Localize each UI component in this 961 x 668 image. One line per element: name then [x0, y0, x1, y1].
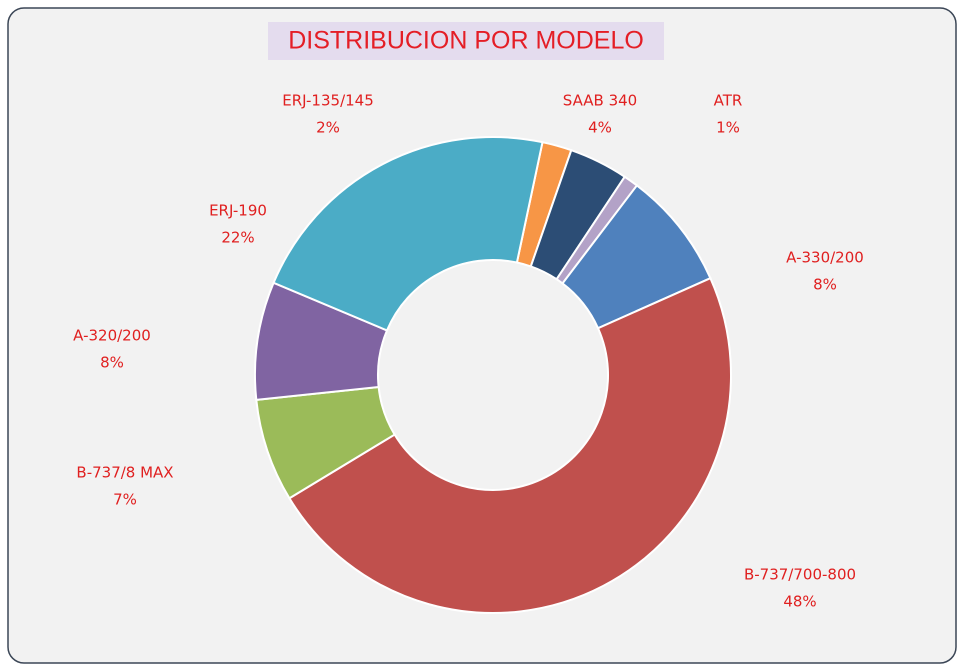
donut-slice [272, 136, 544, 332]
slice-label-name: A-330/200 [786, 249, 864, 267]
slice-label-name: SAAB 340 [563, 92, 637, 110]
slice-label-value: 7% [113, 491, 137, 509]
slice-label-value: 48% [783, 593, 816, 611]
slice-label-name: A-320/200 [73, 327, 151, 345]
chart-frame [7, 7, 957, 664]
title-box [268, 22, 664, 60]
slice-label-value: 4% [588, 119, 612, 137]
slice-label-value: 8% [813, 276, 837, 294]
slice-label-name: B-737/8 MAX [76, 464, 173, 482]
donut-slice [288, 276, 732, 614]
slice-label-name: ATR [714, 92, 743, 110]
slice-label-value: 22% [221, 229, 254, 247]
chart-title: DISTRIBUCION POR MODELO [288, 27, 644, 55]
slice-label-name: ERJ-135/145 [282, 92, 374, 110]
slice-label-value: 2% [316, 119, 340, 137]
slice-label-value: 8% [100, 354, 124, 372]
slice-label-value: 1% [716, 119, 740, 137]
slice-label-name: ERJ-190 [209, 202, 267, 220]
slice-label-name: B-737/700-800 [744, 566, 856, 584]
